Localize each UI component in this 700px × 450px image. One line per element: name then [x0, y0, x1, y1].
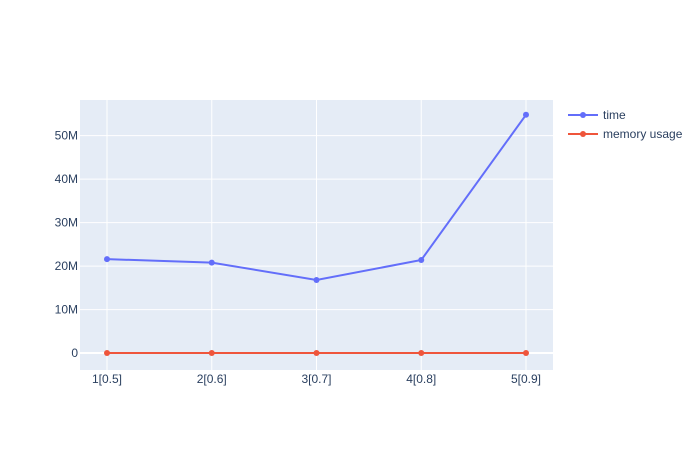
legend-item[interactable]: memory usage	[568, 127, 683, 141]
y-tick-label: 40M	[55, 172, 78, 186]
y-tick-label: 30M	[55, 216, 78, 230]
legend-label: memory usage	[603, 127, 683, 141]
data-point[interactable]	[313, 277, 320, 283]
y-tick-label: 10M	[55, 303, 78, 317]
data-point[interactable]	[523, 350, 529, 357]
y-axis-tick-labels: 0 10M 20M 30M 40M 50M	[55, 129, 79, 360]
x-axis-tick-labels: 1[0.5] 2[0.6] 3[0.7] 4[0.8] 5[0.9]	[92, 372, 541, 386]
x-tick-label: 2[0.6]	[197, 372, 227, 386]
x-tick-label: 1[0.5]	[92, 372, 122, 386]
data-point[interactable]	[104, 256, 110, 263]
x-tick-label: 5[0.9]	[511, 372, 541, 386]
legend-swatch-marker	[580, 131, 586, 137]
legend[interactable]: time memory usage	[568, 108, 683, 141]
data-point[interactable]	[418, 350, 425, 357]
series-time	[104, 111, 529, 283]
legend-swatch-marker	[580, 112, 586, 118]
data-point[interactable]	[418, 257, 425, 263]
data-point[interactable]	[104, 350, 110, 357]
data-point[interactable]	[208, 259, 215, 266]
y-tick-label: 20M	[55, 259, 78, 273]
x-tick-label: 4[0.8]	[406, 372, 436, 386]
x-gridlines	[106, 100, 527, 370]
data-point[interactable]	[313, 350, 320, 357]
data-point[interactable]	[208, 350, 215, 357]
data-point[interactable]	[523, 111, 529, 118]
x-tick-label: 3[0.7]	[301, 372, 331, 386]
series-memory-usage	[104, 350, 529, 357]
legend-label: time	[603, 108, 626, 122]
y-tick-label: 50M	[55, 129, 78, 143]
legend-item[interactable]: time	[568, 108, 626, 122]
series-layer	[104, 111, 529, 357]
y-tick-label: 0	[71, 346, 78, 360]
